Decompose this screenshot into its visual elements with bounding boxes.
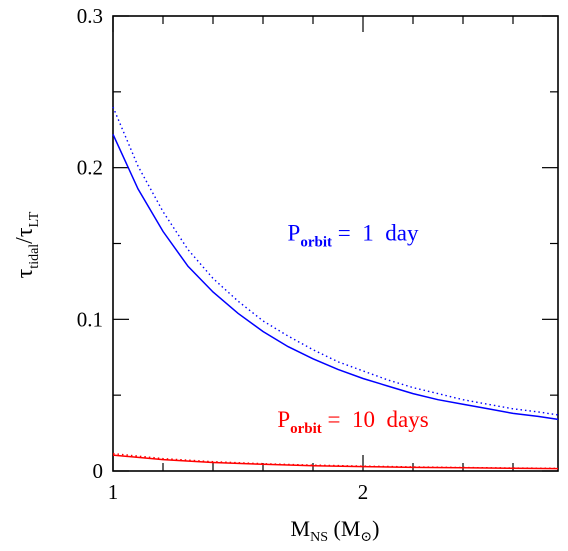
annotation-2: Porbit = 10 days [277, 407, 428, 437]
x-axis-title-unit-close: ) [372, 516, 379, 541]
series-line-1-day-solid [112, 133, 559, 421]
series-lines [112, 106, 559, 470]
tick-labels: 1 2 0 0.1 0.2 0.3 [77, 4, 369, 504]
y-axis-title-tau1: τ [12, 268, 38, 278]
x-axis-title-unit-open: (M [328, 516, 360, 541]
y-axis-title-slash: / [12, 237, 38, 244]
y-tick-label: 0.2 [77, 156, 103, 180]
y-tick-label: 0.1 [77, 307, 103, 331]
y-axis-title: τtidal/τLT [12, 211, 42, 278]
x-tick-label: 2 [358, 480, 369, 504]
x-axis-title-unit-sub: ⊙ [360, 530, 372, 545]
annotation-sub: orbit [300, 234, 332, 250]
series-line-10-days-dotted [112, 452, 559, 469]
x-axis-title-sub: NS [310, 530, 328, 545]
y-axis-title-tau2: τ [12, 227, 38, 237]
x-tick-label: 1 [108, 480, 119, 504]
annotation-sub: orbit [290, 421, 322, 437]
y-tick-label: 0.3 [77, 4, 103, 28]
annotation-main: P [288, 220, 301, 245]
series-line-10-days-solid [112, 454, 559, 470]
annotation-1: Porbit = 1 day [288, 220, 419, 250]
y-axis-title-sub2: LT [27, 211, 42, 227]
annotation-rest: = 1 day [332, 220, 419, 245]
annotation-main: P [277, 407, 290, 432]
annotation-rest: = 10 days [322, 407, 429, 432]
y-tick-label: 0 [93, 459, 104, 483]
x-axis-title-main: M [291, 516, 311, 541]
y-axis-title-sub1: tidal [27, 244, 42, 269]
x-axis-title: MNS (M⊙) [291, 516, 380, 545]
